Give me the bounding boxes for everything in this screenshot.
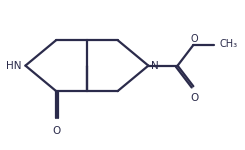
Text: HN: HN bbox=[6, 61, 22, 71]
Text: CH₃: CH₃ bbox=[219, 39, 237, 48]
Text: O: O bbox=[191, 93, 199, 103]
Text: N: N bbox=[151, 61, 158, 71]
Text: O: O bbox=[190, 33, 198, 44]
Text: O: O bbox=[52, 126, 60, 136]
